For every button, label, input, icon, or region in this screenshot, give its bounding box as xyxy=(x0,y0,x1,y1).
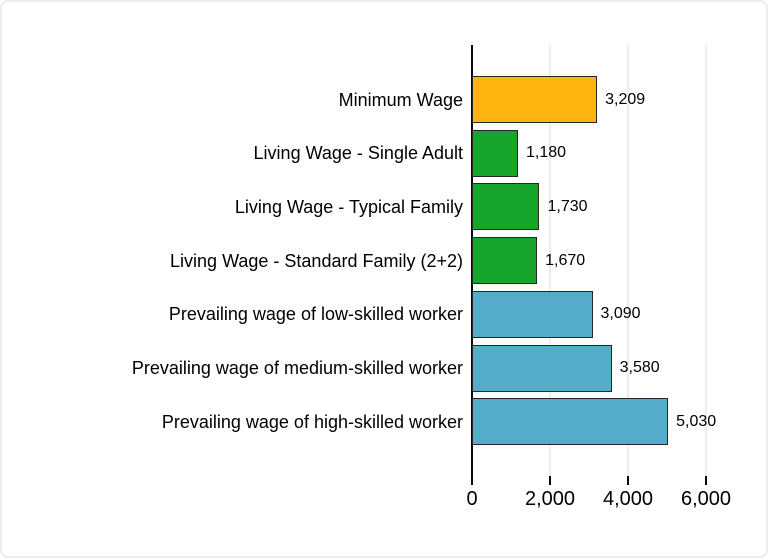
category-label: Living Wage - Single Adult xyxy=(253,143,463,164)
bar xyxy=(472,344,612,392)
x-tick xyxy=(549,476,551,485)
x-gridline xyxy=(627,45,629,476)
x-tick-label: 6,000 xyxy=(680,488,732,510)
x-gridline xyxy=(549,45,551,476)
category-label: Prevailing wage of high-skilled worker xyxy=(161,411,463,432)
bar xyxy=(472,398,669,446)
x-tick-label: 4,000 xyxy=(602,488,654,510)
x-tick xyxy=(705,476,707,485)
bar xyxy=(472,183,540,231)
bar xyxy=(472,290,593,338)
value-label: 3,580 xyxy=(619,359,660,377)
value-label: 1,180 xyxy=(526,144,567,162)
bar xyxy=(472,237,538,285)
bar xyxy=(472,76,598,123)
value-label: 5,030 xyxy=(676,412,717,430)
bar xyxy=(472,129,519,177)
category-label: Minimum Wage xyxy=(338,89,463,110)
x-tick xyxy=(627,476,629,485)
value-label: 1,730 xyxy=(547,197,588,215)
value-label: 3,090 xyxy=(600,305,641,323)
value-label: 3,209 xyxy=(605,90,646,108)
value-label: 1,670 xyxy=(545,251,586,269)
x-tick-label: 0 xyxy=(466,488,478,510)
x-tick-label: 2,000 xyxy=(524,488,576,510)
category-label: Prevailing wage of medium-skilled worker xyxy=(131,358,463,379)
x-tick xyxy=(471,476,473,485)
category-label: Living Wage - Standard Family (2+2) xyxy=(170,250,463,271)
category-label: Prevailing wage of low-skilled worker xyxy=(168,304,463,325)
category-label: Living Wage - Typical Family xyxy=(234,196,463,217)
x-gridline xyxy=(705,45,707,476)
